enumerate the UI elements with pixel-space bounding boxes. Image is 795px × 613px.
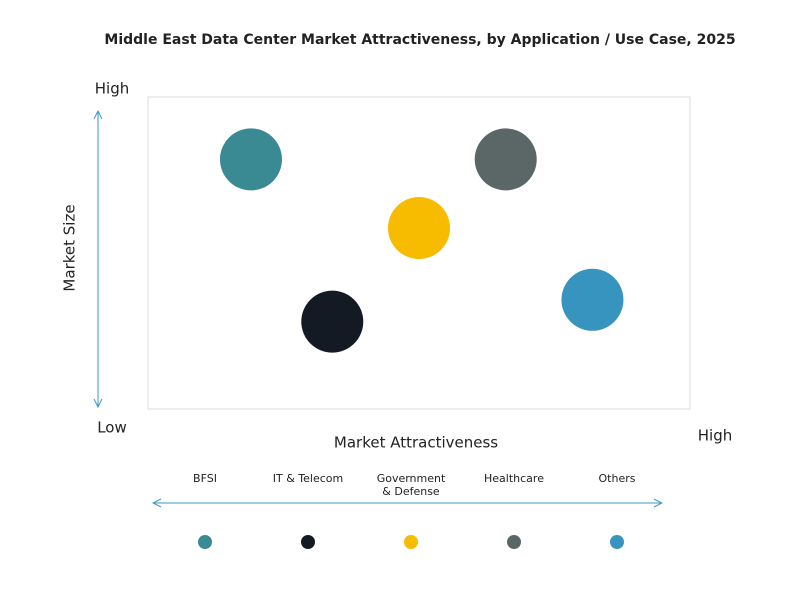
legend-swatch bbox=[198, 535, 212, 549]
bubble bbox=[388, 197, 450, 260]
x-axis-label: Market Attractiveness bbox=[334, 434, 498, 452]
legend-label: IT & Telecom bbox=[272, 472, 344, 485]
bubble bbox=[474, 128, 537, 191]
x-tick-label: High bbox=[698, 427, 732, 445]
chart-title: Middle East Data Center Market Attractiv… bbox=[104, 32, 735, 48]
bubble bbox=[219, 128, 282, 191]
plot-frame bbox=[147, 96, 691, 410]
legend-swatch bbox=[507, 535, 521, 549]
y-tick-label: High bbox=[95, 80, 129, 98]
legend-label: BFSI bbox=[193, 472, 217, 485]
legend-swatch bbox=[610, 535, 624, 549]
legend-label: Government & Defense bbox=[376, 472, 446, 498]
bubble bbox=[301, 290, 364, 353]
legend-label: Healthcare bbox=[484, 472, 544, 485]
y-axis-label: Market Size bbox=[61, 204, 79, 291]
legend-label: Others bbox=[598, 472, 636, 485]
legend-swatch bbox=[404, 535, 418, 549]
bubble bbox=[561, 268, 624, 331]
y-tick-label: Low bbox=[97, 419, 127, 437]
legend-swatch bbox=[301, 535, 315, 549]
